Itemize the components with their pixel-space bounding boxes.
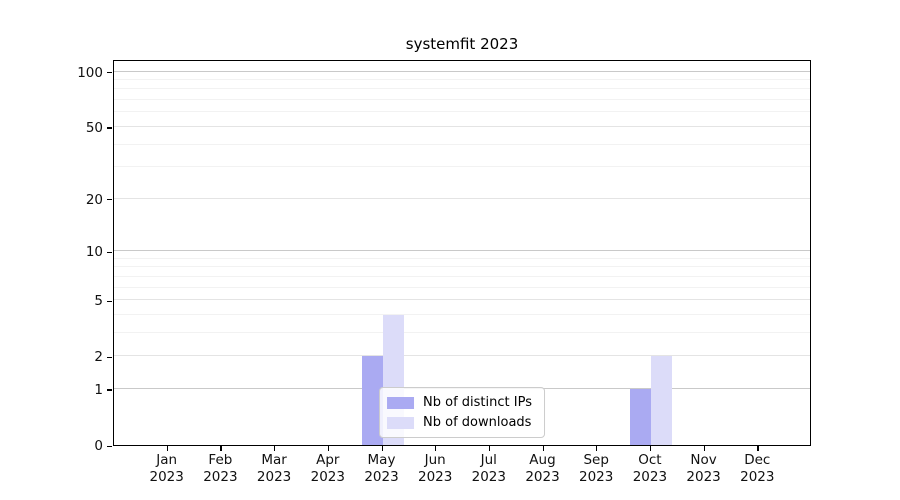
minor-gridline [114,313,810,315]
x-tick-mark [435,446,437,451]
x-tick-mark [381,446,383,451]
x-tick-label-line: 2023 [471,469,506,485]
x-tick-mark [488,446,491,451]
x-tick-label-line: Jul [480,452,497,468]
legend-label: Nb of downloads [423,415,532,430]
x-tick-mark [274,446,276,451]
x-tick-label-line: 2023 [525,469,560,485]
chart-title: systemfit 2023 [405,35,519,53]
x-tick-label: Aug 2023 [525,452,559,486]
y-tick-mark [107,356,112,358]
x-tick-label-line: Aug [529,452,556,468]
x-tick-label: Jan 2023 [150,452,184,486]
plot-area: Nb of distinct IPs Nb of downloads [113,60,811,446]
x-tick-label: Feb 2023 [203,452,237,486]
x-tick-label-line: 2023 [364,469,399,485]
major-gridline [114,70,810,72]
minor-gridline [114,266,810,268]
y-tick-mark [107,445,112,447]
x-tick-label-line: Nov [690,452,717,468]
y-tick-label: 0 [94,438,103,454]
y-tick-label: 50 [85,119,103,136]
major-gridline [114,299,810,300]
y-tick-label: 5 [94,293,103,309]
x-tick-label-line: Oct [638,452,662,468]
y-tick-mark [107,127,112,129]
minor-gridline [114,257,810,259]
x-tick-label-line: Feb [208,452,233,468]
y-tick-label: 10 [85,244,103,260]
minor-gridline [114,143,810,145]
x-tick-label: Oct 2023 [633,452,667,486]
x-tick-label-line: Sep [583,452,609,468]
minor-gridline [114,79,810,80]
x-tick-label-line: Mar [261,452,287,468]
minor-gridline [114,331,810,333]
legend-swatch [387,416,415,429]
y-tick-label: 20 [85,191,103,208]
major-gridline [114,250,810,251]
x-tick-mark [220,446,222,451]
x-tick-label: Nov 2023 [686,452,720,486]
y-tick-mark [107,72,112,74]
x-tick-label-line: May [367,452,396,468]
y-tick-mark [107,389,112,391]
x-tick-label: Dec 2023 [740,452,774,486]
legend-item: Nb of distinct IPs [387,395,532,410]
minor-gridline [114,88,810,90]
x-tick-mark [542,446,544,451]
legend: Nb of distinct IPs Nb of downloads [379,387,545,438]
x-tick-mark [596,446,598,451]
y-tick-mark [107,300,112,302]
x-tick-label: Mar 2023 [257,452,291,486]
minor-gridline [114,99,810,101]
y-tick-label: 2 [94,349,103,366]
y-tick-mark [107,251,112,253]
x-tick-label: Jun 2023 [418,452,452,486]
legend-item: Nb of downloads [387,415,532,430]
x-tick-label: Sep 2023 [579,452,613,486]
x-tick-label-line: Apr [316,452,340,468]
x-tick-label-line: Dec [744,452,771,468]
x-tick-mark [166,446,168,451]
x-tick-label-line: 2023 [686,469,721,485]
x-tick-mark [327,446,330,451]
legend-label: Nb of distinct IPs [423,395,532,410]
x-tick-label-line: 2023 [579,469,614,485]
x-tick-label-line: 2023 [740,469,775,485]
x-tick-label: Apr 2023 [311,452,345,486]
x-tick-label-line: 2023 [149,469,184,485]
y-tick-mark [107,199,112,201]
x-tick-mark [703,446,705,451]
x-tick-mark [757,446,759,451]
x-tick-label-line: Jan [156,452,178,468]
y-tick-label: 100 [77,64,103,81]
major-gridline [114,355,810,357]
major-gridline [114,125,810,127]
x-tick-label: Jul 2023 [472,452,506,486]
legend-swatch [387,396,415,409]
x-tick-label-line: 2023 [632,469,668,485]
bar-downloads [650,356,672,445]
minor-gridline [114,166,810,168]
y-tick-label: 1 [94,381,103,398]
bar-distinct-ips [361,356,383,445]
x-tick-label-line: 2023 [418,469,453,485]
major-gridline [114,197,810,199]
minor-gridline [114,275,810,277]
x-tick-label: May 2023 [364,452,398,486]
x-tick-label-line: 2023 [256,469,292,485]
x-tick-label-line: Jun [424,452,446,468]
x-tick-label-line: 2023 [310,469,345,485]
minor-gridline [114,111,810,113]
x-tick-label-line: 2023 [203,469,238,485]
x-tick-mark [649,446,652,451]
minor-gridline [114,286,810,288]
bar-distinct-ips [629,388,651,445]
